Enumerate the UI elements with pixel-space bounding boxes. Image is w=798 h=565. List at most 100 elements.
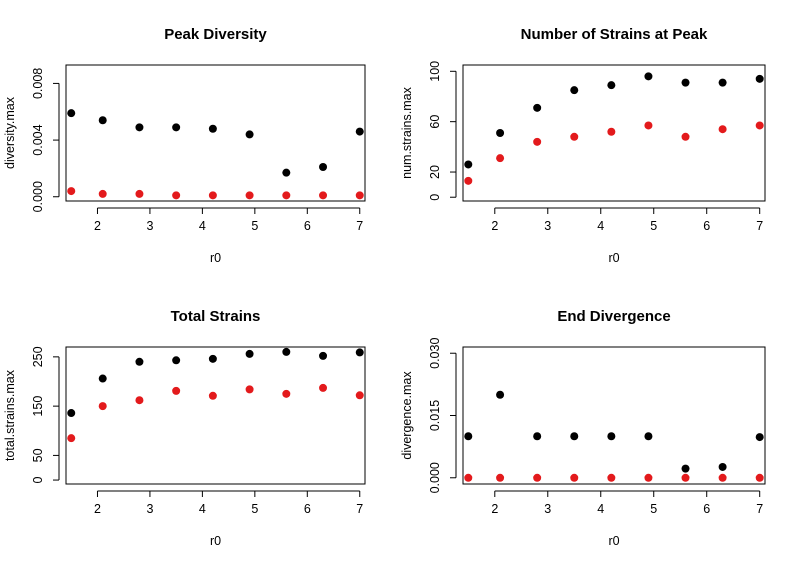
data-point (172, 123, 181, 132)
x-tick-label: 2 (491, 502, 498, 516)
chart-title: Peak Diversity (164, 26, 267, 43)
x-tick-label: 2 (94, 219, 101, 233)
data-point (98, 189, 107, 198)
x-tick-label: 2 (491, 219, 498, 233)
data-point (718, 125, 727, 134)
x-tick-label: 5 (251, 502, 258, 516)
data-point (496, 154, 505, 163)
y-tick-label: 60 (428, 115, 442, 129)
plot-frame (462, 346, 766, 485)
y-tick-label: 0.000 (31, 181, 45, 212)
y-tick-label: 0.030 (428, 338, 442, 369)
chart-title: Total Strains (171, 308, 261, 325)
data-point (755, 473, 764, 482)
x-axis-label: r0 (608, 251, 619, 265)
data-point (607, 473, 616, 482)
data-point (319, 191, 328, 200)
y-axis-label: diversity.max (3, 96, 17, 169)
data-point (496, 473, 505, 482)
chart-panel-1: Peak Diversity 2 3 4 5 6 7 r0 0.000 0.004 0.008 div… (3, 26, 366, 265)
data-point (245, 130, 254, 139)
data-point (607, 127, 616, 136)
y-tick-label: 100 (428, 61, 442, 82)
data-point (464, 176, 473, 185)
series-1 (464, 72, 764, 169)
series-2 (464, 473, 764, 482)
x-tick-label: 7 (756, 219, 763, 233)
x-tick-label: 3 (544, 502, 551, 516)
data-point (718, 462, 727, 471)
data-point (355, 191, 364, 200)
data-point (644, 121, 653, 130)
y-tick-label: 0.000 (428, 462, 442, 493)
data-point (718, 78, 727, 87)
x-tick-label: 5 (251, 219, 258, 233)
data-point (67, 187, 76, 196)
data-point (355, 127, 364, 136)
x-axis-label: r0 (210, 534, 221, 548)
y-axis-label: divergence.max (400, 371, 414, 460)
data-point (755, 121, 764, 130)
plot-frame (462, 64, 766, 202)
data-point (282, 347, 291, 356)
x-tick-label: 6 (703, 219, 710, 233)
series-2 (464, 121, 764, 185)
y-tick-label: 250 (31, 346, 45, 367)
x-tick-label: 6 (703, 502, 710, 516)
data-point (282, 389, 291, 398)
data-point (496, 129, 505, 137)
data-point (570, 86, 579, 95)
data-point (319, 383, 328, 392)
data-point (644, 432, 653, 441)
data-point (496, 390, 505, 399)
x-tick-label: 4 (199, 219, 206, 233)
data-point (208, 391, 217, 400)
data-point (208, 124, 217, 133)
x-axis-label: r0 (608, 534, 619, 548)
data-point (208, 354, 217, 363)
x-tick-label: 3 (146, 219, 153, 233)
x-axis-label: r0 (210, 251, 221, 265)
data-point (208, 191, 217, 200)
data-point (172, 191, 181, 200)
data-point (67, 409, 76, 418)
chart-title: End Divergence (557, 308, 670, 325)
x-tick-label: 2 (94, 502, 101, 516)
data-point (681, 132, 690, 141)
y-tick-label: 20 (428, 165, 442, 179)
x-tick-label: 6 (304, 502, 311, 516)
data-point (644, 72, 653, 81)
data-point (172, 386, 181, 395)
series-2 (67, 187, 364, 200)
y-axis-label: total.strains.max (3, 369, 17, 461)
data-point (681, 473, 690, 482)
data-point (644, 473, 653, 482)
data-point (319, 163, 328, 171)
data-point (135, 189, 144, 198)
data-point (570, 473, 579, 482)
data-point (533, 137, 542, 146)
x-tick-label: 6 (304, 219, 311, 233)
plot-frame (65, 346, 366, 485)
y-tick-label: 0.008 (31, 68, 45, 99)
data-point (319, 351, 328, 360)
data-point (681, 464, 690, 473)
data-point (355, 391, 364, 400)
data-point (755, 74, 764, 83)
y-tick-label: 0.004 (31, 124, 45, 155)
data-point (355, 348, 364, 357)
x-tick-label: 4 (199, 502, 206, 516)
chart-title: Number of Strains at Peak (521, 26, 708, 43)
data-point (533, 473, 542, 482)
data-point (67, 109, 76, 118)
data-point (718, 473, 727, 482)
x-tick-label: 3 (544, 219, 551, 233)
data-point (67, 434, 76, 443)
data-point (245, 191, 254, 200)
x-tick-label: 5 (650, 502, 657, 516)
data-point (98, 402, 107, 411)
data-point (464, 473, 473, 482)
x-tick-label: 3 (146, 502, 153, 516)
y-tick-label: 0 (428, 194, 442, 201)
